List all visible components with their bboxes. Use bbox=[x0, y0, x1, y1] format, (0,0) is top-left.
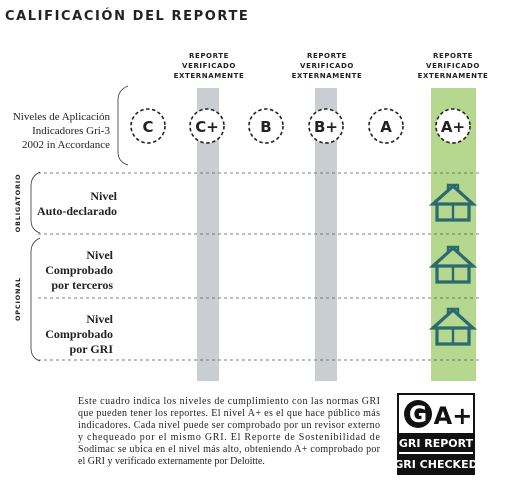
level-label: C bbox=[142, 118, 153, 136]
badge-logo-bg bbox=[404, 400, 432, 428]
column-header-line: EXTERNAMENTE bbox=[174, 72, 245, 80]
column-header-line: VERIFICADO bbox=[300, 62, 354, 70]
column-header-line: REPORTE bbox=[189, 52, 229, 60]
badge-line: GRI REPORT bbox=[399, 437, 474, 450]
row-label: Nivel bbox=[86, 248, 113, 262]
level-circle bbox=[130, 108, 166, 144]
bracket bbox=[30, 237, 41, 362]
gri-badge: G A+ GRI REPORT GRI CHECKED bbox=[394, 393, 478, 475]
levels: C C+ B B+ A A+ bbox=[130, 108, 471, 144]
levels-label: Indicadores Gri-3 bbox=[32, 125, 110, 137]
column-header-line: EXTERNAMENTE bbox=[418, 72, 489, 80]
column-bar bbox=[197, 88, 219, 381]
row-label: Nivel bbox=[90, 189, 117, 203]
paragraph-line: y chequeado por el mismo GRI. El Reporte… bbox=[78, 432, 381, 443]
level-label: B bbox=[260, 118, 271, 136]
badge-level: A+ bbox=[434, 402, 473, 430]
paragraph-line: el GRI y verificado externamente por Del… bbox=[78, 456, 265, 467]
column-header-line: VERIFICADO bbox=[182, 62, 236, 70]
column-header-line: EXTERNAMENTE bbox=[292, 72, 363, 80]
badge-logo: G bbox=[409, 403, 427, 428]
row-label: Auto-declarado bbox=[37, 204, 117, 218]
paragraph-line: Este cuadro indica los niveles de cumpli… bbox=[78, 396, 380, 407]
levels-label: 2002 in Accordance bbox=[22, 139, 110, 151]
paragraph-line: que pueden tener los reportes. El nivel … bbox=[78, 408, 380, 419]
level-circle bbox=[189, 108, 225, 144]
level-circle bbox=[435, 108, 471, 144]
paragraph-line: Sodimac se ubica en el nivel más alto, o… bbox=[78, 444, 381, 455]
column-bar bbox=[315, 88, 337, 381]
level-label: C+ bbox=[195, 118, 219, 136]
badge-line: GRI CHECKED bbox=[394, 458, 477, 471]
badge-bar bbox=[399, 454, 473, 473]
row-label: por GRI bbox=[70, 342, 114, 356]
side-label: OBLIGATORIO bbox=[14, 174, 22, 233]
column-header-line: REPORTE bbox=[433, 52, 473, 60]
level-circle bbox=[248, 108, 284, 144]
level-label: B+ bbox=[314, 118, 338, 136]
level-circle bbox=[368, 108, 404, 144]
row-label: Nivel bbox=[86, 312, 113, 326]
column-header: REPORTE VERIFICADO EXTERNAMENTE REPORTE … bbox=[174, 52, 489, 80]
row-label: por terceros bbox=[51, 278, 113, 292]
row-label: Comprobado bbox=[45, 263, 113, 277]
badge-bar bbox=[399, 433, 473, 452]
paragraph-line: indicadores. Cada nivel puede ser compro… bbox=[78, 420, 380, 431]
column-header-line: VERIFICADO bbox=[426, 62, 480, 70]
bracket bbox=[30, 171, 41, 234]
paragraph: Este cuadro indica los niveles de cumpli… bbox=[78, 396, 381, 467]
bracket bbox=[117, 85, 129, 166]
column-header-line: REPORTE bbox=[307, 52, 347, 60]
level-circle bbox=[308, 108, 344, 144]
side-label: OPCIONAL bbox=[14, 277, 22, 321]
levels-label: Niveles de Aplicación bbox=[13, 111, 111, 123]
level-label: A+ bbox=[441, 118, 465, 136]
level-label: A bbox=[380, 118, 392, 136]
row-label: Comprobado bbox=[45, 327, 113, 341]
title: CALIFICACIÓN DEL REPORTE bbox=[5, 8, 249, 24]
